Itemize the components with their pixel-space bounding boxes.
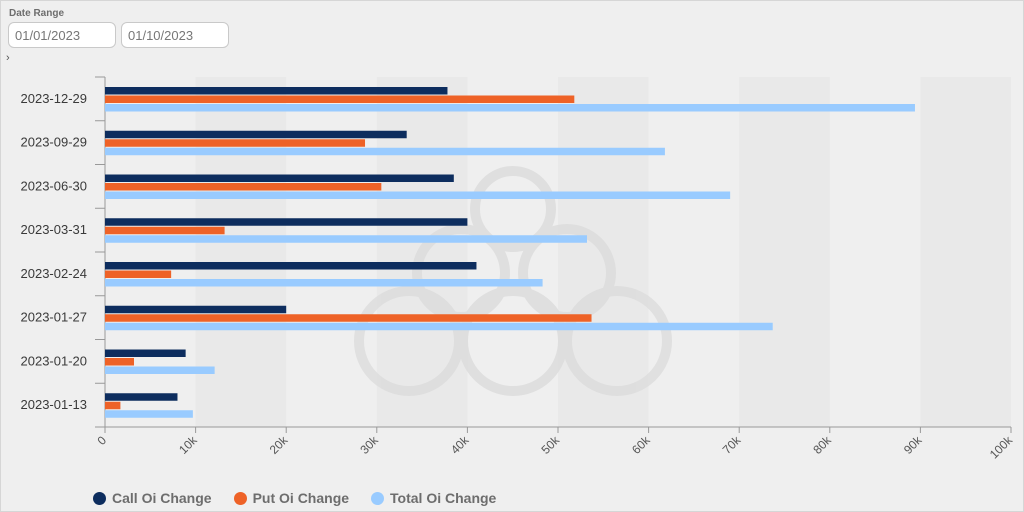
legend-dot-put	[233, 491, 247, 505]
bar-call	[105, 87, 448, 95]
x-tick-label: 80k	[810, 433, 834, 457]
bar-put	[105, 314, 592, 322]
bar-total	[105, 410, 193, 418]
grid-band	[195, 77, 287, 427]
bar-put	[105, 95, 575, 103]
category-label: 2023-01-27	[21, 310, 88, 325]
legend-item-put[interactable]: Put Oi Change	[233, 490, 350, 506]
x-tick-label: 30k	[357, 433, 381, 457]
x-tick-label: 70k	[720, 433, 744, 457]
category-label: 2023-12-29	[21, 91, 88, 106]
x-tick-label: 40k	[448, 433, 472, 457]
x-tick-label: 90k	[901, 433, 925, 457]
bar-total	[105, 147, 665, 156]
legend-label-put: Put Oi Change	[252, 490, 350, 506]
bar-total	[105, 322, 773, 331]
x-tick-label: 100k	[987, 433, 1016, 462]
legend-label-call: Call Oi Change	[112, 490, 212, 506]
legend-dot-call	[93, 491, 106, 505]
bar-put	[105, 226, 225, 235]
x-tick-label: 0	[94, 433, 109, 448]
category-label: 2023-02-24	[21, 266, 88, 281]
grid-band	[739, 77, 830, 427]
bar-put	[105, 183, 382, 191]
bar-total	[105, 104, 915, 112]
legend-item-call[interactable]: Call Oi Change	[93, 490, 212, 506]
category-label: 2023-06-30	[21, 178, 88, 193]
bar-call	[105, 393, 178, 401]
legend-dot-total	[371, 491, 385, 505]
x-tick-label: 10k	[176, 433, 200, 457]
legend: Call Oi Change Put Oi Change Total Oi Ch…	[93, 490, 496, 506]
bar-put	[105, 139, 366, 147]
bar-put	[105, 270, 172, 278]
category-label: 2023-09-29	[21, 135, 88, 150]
bar-call	[105, 130, 407, 139]
x-tick-label: 50k	[539, 433, 563, 457]
watermark-logo	[354, 166, 672, 396]
bar-total	[105, 235, 587, 243]
category-label: 2023-03-31	[21, 222, 88, 237]
bar-call	[105, 262, 477, 270]
bar-total	[105, 279, 543, 287]
category-label: 2023-01-20	[21, 353, 88, 368]
x-tick-label: 20k	[267, 433, 291, 457]
bar-call	[105, 349, 186, 357]
bar-total	[105, 366, 215, 374]
bar-call	[105, 174, 454, 182]
grid-band	[920, 77, 1011, 427]
end-date-input[interactable]	[121, 22, 229, 48]
chevron-right-icon[interactable]: ›	[6, 52, 10, 64]
bar-put	[105, 401, 121, 410]
legend-item-total[interactable]: Total Oi Change	[371, 490, 496, 506]
date-range-label: Date Range	[9, 8, 65, 19]
legend-label-total: Total Oi Change	[390, 490, 497, 506]
bar-call	[105, 305, 287, 314]
bar-put	[105, 358, 134, 366]
start-date-input[interactable]	[8, 22, 116, 48]
bar-total	[105, 191, 731, 199]
x-tick-label: 60k	[629, 433, 653, 457]
category-label: 2023-01-13	[21, 397, 88, 412]
bar-call	[105, 218, 468, 226]
